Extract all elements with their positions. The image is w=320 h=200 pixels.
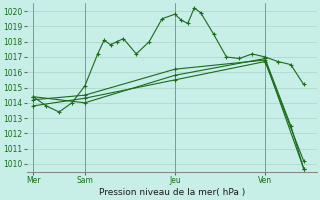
X-axis label: Pression niveau de la mer( hPa ): Pression niveau de la mer( hPa ) <box>99 188 245 197</box>
